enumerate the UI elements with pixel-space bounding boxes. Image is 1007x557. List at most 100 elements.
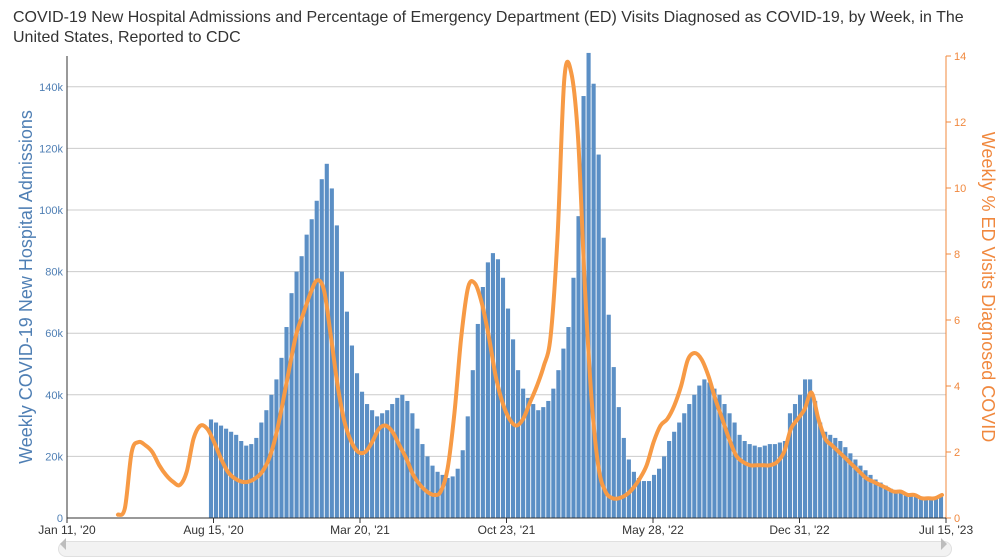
admissions-bar[interactable] [732, 422, 737, 518]
admissions-bar[interactable] [213, 422, 219, 518]
admissions-bar[interactable] [450, 476, 455, 518]
admissions-bar[interactable] [752, 445, 757, 518]
admissions-bar[interactable] [485, 262, 490, 518]
admissions-bar[interactable] [787, 413, 793, 518]
admissions-bar[interactable] [873, 479, 878, 519]
admissions-bar[interactable] [697, 385, 702, 518]
admissions-bar[interactable] [611, 367, 616, 518]
admissions-bar[interactable] [742, 441, 747, 518]
admissions-bar[interactable] [792, 404, 798, 518]
admissions-bar[interactable] [858, 465, 863, 518]
admissions-bar[interactable] [727, 413, 732, 518]
admissions-bar[interactable] [571, 277, 576, 518]
admissions-bar[interactable] [762, 445, 767, 518]
admissions-bar[interactable] [465, 416, 470, 518]
admissions-bar[interactable] [390, 404, 395, 518]
admissions-bar[interactable] [490, 253, 495, 518]
admissions-bar[interactable] [636, 477, 641, 518]
admissions-bar[interactable] [309, 219, 314, 519]
admissions-bar[interactable] [918, 497, 923, 518]
admissions-bar[interactable] [455, 468, 460, 518]
admissions-bar[interactable] [531, 404, 536, 518]
scroll-left-arrow-icon[interactable] [60, 538, 66, 550]
admissions-bar[interactable] [938, 496, 944, 518]
admissions-bar[interactable] [913, 496, 918, 518]
admissions-bar[interactable] [591, 83, 596, 518]
admissions-bar[interactable] [470, 370, 475, 518]
admissions-bar[interactable] [717, 394, 722, 518]
admissions-bar[interactable] [586, 52, 591, 519]
admissions-bar[interactable] [420, 444, 425, 518]
admissions-bar[interactable] [239, 441, 244, 518]
admissions-bar[interactable] [657, 468, 662, 518]
admissions-bar[interactable] [772, 444, 777, 518]
admissions-bar[interactable] [878, 482, 883, 518]
admissions-bar[interactable] [370, 410, 375, 518]
admissions-bar[interactable] [304, 234, 309, 518]
admissions-bar[interactable] [581, 96, 586, 518]
admissions-bar[interactable] [757, 447, 762, 518]
admissions-bar[interactable] [289, 293, 294, 518]
admissions-bar[interactable] [380, 413, 385, 518]
admissions-bar[interactable] [797, 394, 803, 518]
admissions-bar[interactable] [923, 499, 928, 518]
admissions-bar[interactable] [516, 370, 521, 518]
admissions-bar[interactable] [631, 471, 636, 518]
admissions-bar[interactable] [314, 200, 319, 518]
admissions-bar[interactable] [823, 431, 828, 518]
admissions-bar[interactable] [349, 345, 355, 518]
admissions-bar[interactable] [546, 400, 551, 518]
admissions-bar[interactable] [803, 379, 808, 518]
admissions-bar[interactable] [777, 442, 782, 518]
admissions-bar[interactable] [692, 394, 697, 518]
admissions-bar[interactable] [722, 404, 727, 518]
admissions-bar[interactable] [551, 388, 556, 518]
admissions-bar[interactable] [279, 357, 284, 518]
admissions-bar[interactable] [521, 388, 526, 518]
admissions-bar[interactable] [868, 474, 873, 518]
admissions-bar[interactable] [460, 450, 465, 518]
admissions-bar[interactable] [767, 444, 772, 518]
admissions-bar[interactable] [662, 456, 667, 518]
admissions-bar[interactable] [933, 497, 939, 518]
admissions-bar[interactable] [903, 493, 908, 518]
admissions-bar[interactable] [440, 474, 445, 518]
admissions-bar[interactable] [425, 456, 430, 518]
admissions-bar[interactable] [400, 394, 405, 518]
admissions-bar[interactable] [480, 287, 485, 518]
admissions-bar[interactable] [863, 470, 868, 518]
admissions-bar[interactable] [526, 397, 531, 518]
admissions-bar[interactable] [274, 379, 279, 518]
admissions-bar[interactable] [883, 485, 888, 518]
admissions-bar[interactable] [365, 404, 370, 518]
admissions-bar[interactable] [556, 370, 561, 518]
admissions-bar[interactable] [808, 379, 813, 518]
admissions-bar[interactable] [284, 327, 289, 518]
admissions-bar[interactable] [616, 407, 621, 518]
admissions-bar[interactable] [319, 179, 324, 518]
admissions-bar[interactable] [299, 256, 304, 518]
admissions-bar[interactable] [224, 428, 229, 518]
admissions-bar[interactable] [536, 410, 541, 518]
admissions-bar[interactable] [641, 481, 647, 518]
admissions-bar[interactable] [606, 314, 611, 518]
admissions-bar[interactable] [672, 431, 677, 518]
admissions-bar[interactable] [415, 428, 420, 518]
admissions-bar[interactable] [747, 444, 752, 518]
admissions-bar[interactable] [646, 481, 652, 518]
chart-scrollbar[interactable] [58, 541, 952, 557]
admissions-bar[interactable] [541, 407, 546, 518]
admissions-bar[interactable] [294, 271, 299, 518]
admissions-bar[interactable] [395, 397, 400, 518]
admissions-bar[interactable] [561, 348, 566, 518]
admissions-bar[interactable] [853, 459, 858, 518]
admissions-bar[interactable] [511, 339, 516, 518]
admissions-bar[interactable] [375, 416, 380, 518]
admissions-bar[interactable] [893, 490, 898, 518]
admissions-bar[interactable] [601, 237, 606, 518]
admissions-bar[interactable] [621, 437, 626, 518]
admissions-bar[interactable] [208, 419, 214, 518]
admissions-bar[interactable] [626, 459, 631, 518]
admissions-bar[interactable] [888, 488, 893, 518]
admissions-bar[interactable] [566, 327, 571, 518]
